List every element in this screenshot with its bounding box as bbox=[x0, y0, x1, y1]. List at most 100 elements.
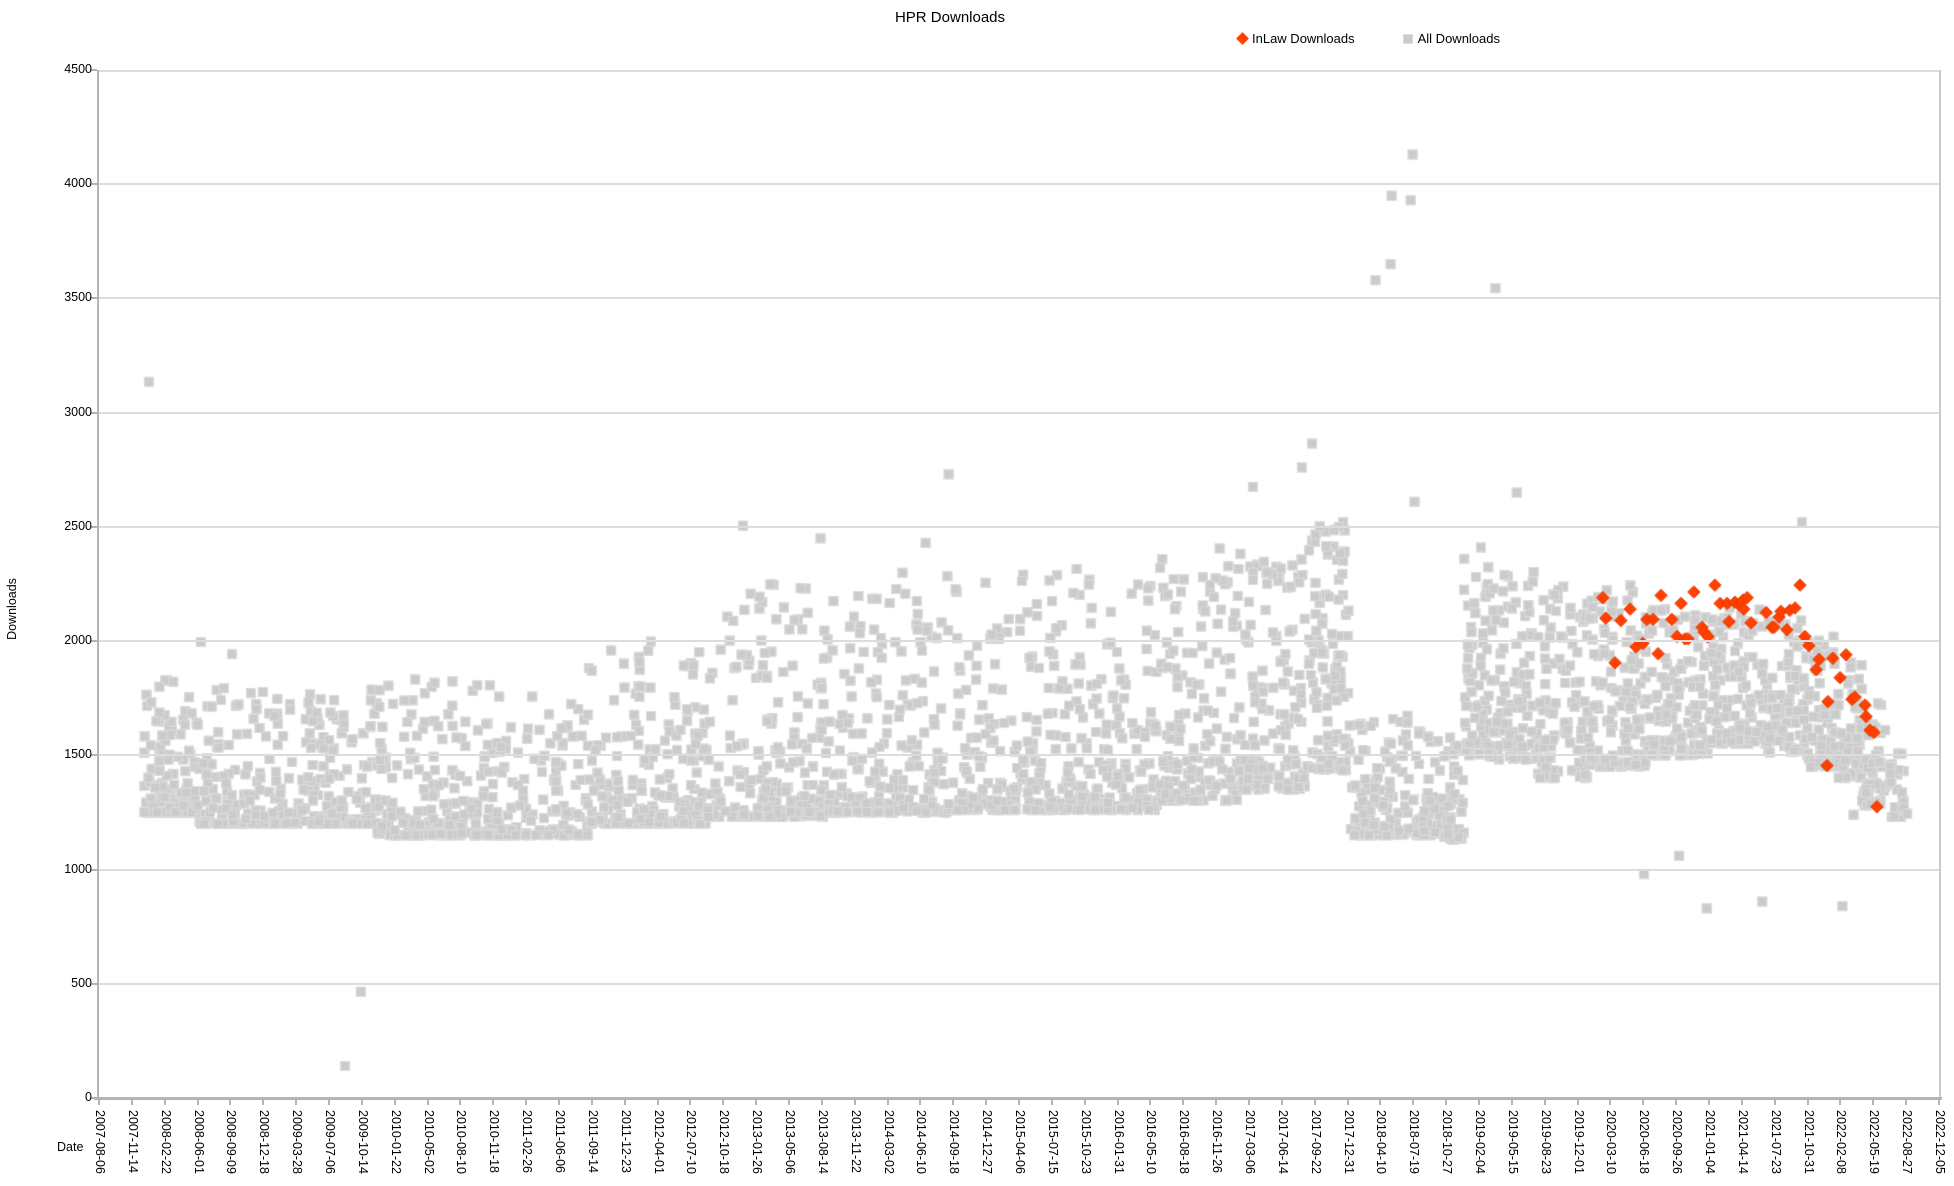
x-tick-mark bbox=[1313, 1099, 1316, 1105]
y-tick-label: 1500 bbox=[64, 747, 92, 762]
y-tick-label: 4500 bbox=[64, 62, 92, 76]
x-tick-label: 2008-09-09 bbox=[224, 1110, 239, 1174]
x-tick-label: 2009-10-14 bbox=[355, 1110, 370, 1174]
x-tick-label: 2018-07-19 bbox=[1407, 1110, 1422, 1174]
x-tick-label: 2009-03-28 bbox=[290, 1110, 305, 1174]
x-tick-label: 2012-10-18 bbox=[717, 1110, 732, 1174]
x-tick-label: 2017-09-22 bbox=[1308, 1110, 1323, 1174]
x-tick-mark bbox=[229, 1099, 232, 1105]
x-tick-mark bbox=[1740, 1099, 1743, 1105]
x-tick-mark bbox=[1478, 1099, 1480, 1105]
x-tick-mark bbox=[459, 1099, 462, 1105]
x-tick-mark bbox=[393, 1099, 396, 1105]
y-gridline bbox=[99, 70, 1939, 72]
x-tick-label: 2019-05-15 bbox=[1505, 1110, 1520, 1174]
legend-item-inlaw: InLaw Downloads bbox=[1236, 31, 1355, 46]
x-tick-label: 2017-06-14 bbox=[1275, 1110, 1290, 1174]
x-tick-mark bbox=[1018, 1099, 1020, 1105]
x-tick-label: 2014-06-10 bbox=[914, 1110, 929, 1174]
y-tick-label: 1000 bbox=[64, 861, 92, 876]
x-tick-label: 2014-12-27 bbox=[980, 1110, 995, 1174]
x-tick-mark bbox=[853, 1099, 856, 1105]
x-tick-mark bbox=[1543, 1099, 1546, 1105]
x-tick-label: 2007-11-14 bbox=[125, 1110, 140, 1174]
x-tick-mark bbox=[952, 1099, 955, 1105]
y-gridline bbox=[99, 982, 1939, 985]
x-tick-label: 2018-10-27 bbox=[1440, 1110, 1455, 1174]
x-tick-mark bbox=[1412, 1099, 1415, 1105]
x-tick-mark bbox=[590, 1099, 593, 1105]
x-tick-mark bbox=[1116, 1099, 1119, 1105]
x-tick-label: 2020-09-26 bbox=[1670, 1110, 1685, 1174]
legend: InLaw Downloads All Downloads bbox=[1236, 31, 1500, 46]
y-tick-mark bbox=[91, 69, 97, 71]
x-tick-label: 2020-06-18 bbox=[1637, 1110, 1652, 1174]
legend-item-all: All Downloads bbox=[1402, 31, 1500, 46]
y-gridline bbox=[99, 183, 1939, 186]
x-tick-mark bbox=[1905, 1099, 1908, 1105]
y-tick-label: 3500 bbox=[64, 290, 92, 305]
x-tick-mark bbox=[1346, 1099, 1349, 1105]
x-tick-mark bbox=[1280, 1099, 1283, 1105]
y-tick-mark bbox=[91, 754, 97, 757]
x-tick-label: 2019-02-04 bbox=[1473, 1110, 1487, 1174]
x-tick-mark bbox=[1872, 1099, 1875, 1105]
x-tick-label: 2015-10-23 bbox=[1078, 1110, 1093, 1174]
x-tick-label: 2012-04-01 bbox=[651, 1110, 666, 1174]
x-tick-mark bbox=[196, 1099, 199, 1105]
x-tick-label: 2018-04-10 bbox=[1374, 1110, 1389, 1174]
plot-area: 0 500 1000 1500 2000 2500 3000 3500 4000 4500 2007… bbox=[64, 62, 1947, 1174]
y-tick-label: 4000 bbox=[64, 176, 92, 191]
x-tick-mark bbox=[492, 1099, 495, 1105]
x-axis-line bbox=[94, 1097, 1942, 1100]
y-tick-mark bbox=[91, 1097, 97, 1099]
diamond-marker-icon bbox=[1236, 32, 1249, 45]
x-tick-label: 2013-11-22 bbox=[848, 1110, 863, 1174]
x-tick-mark bbox=[163, 1099, 166, 1105]
y-tick-mark bbox=[91, 411, 97, 414]
x-tick-label: 2019-12-01 bbox=[1571, 1110, 1586, 1174]
x-tick-label: 2017-03-06 bbox=[1243, 1110, 1257, 1174]
x-tick-label: 2014-09-18 bbox=[947, 1110, 962, 1174]
x-tick-mark bbox=[1182, 1099, 1185, 1105]
x-tick-mark bbox=[1609, 1099, 1612, 1105]
x-tick-label: 2010-08-10 bbox=[454, 1110, 469, 1174]
x-tick-mark bbox=[985, 1099, 988, 1105]
x-tick-label: 2019-08-23 bbox=[1538, 1110, 1553, 1174]
y-gridline bbox=[99, 411, 1939, 414]
x-tick-mark bbox=[1576, 1099, 1579, 1105]
x-tick-label: 2008-06-01 bbox=[191, 1110, 206, 1174]
x-tick-label: 2011-02-26 bbox=[520, 1110, 535, 1174]
x-tick-mark bbox=[1248, 1099, 1250, 1105]
y-tick-mark bbox=[91, 640, 97, 643]
x-tick-label: 2021-10-31 bbox=[1801, 1110, 1816, 1174]
x-tick-mark bbox=[98, 1099, 100, 1105]
x-tick-label: 2010-11-18 bbox=[487, 1110, 502, 1174]
x-tick-mark bbox=[820, 1099, 823, 1105]
x-tick-mark bbox=[1938, 1099, 1940, 1105]
x-tick-label: 2011-12-23 bbox=[618, 1110, 633, 1174]
x-tick-mark bbox=[1379, 1099, 1382, 1105]
x-tick-mark bbox=[623, 1099, 626, 1105]
x-tick-mark bbox=[1708, 1099, 1710, 1105]
x-tick-label: 2013-05-06 bbox=[783, 1110, 797, 1174]
x-tick-mark bbox=[130, 1099, 133, 1105]
legend-label-inlaw: InLaw Downloads bbox=[1252, 31, 1355, 46]
x-tick-label: 2017-12-31 bbox=[1341, 1110, 1356, 1174]
y-tick-mark bbox=[91, 297, 97, 300]
x-tick-label: 2016-08-18 bbox=[1177, 1110, 1192, 1174]
x-tick-label: 2021-04-14 bbox=[1735, 1110, 1750, 1174]
y-tick-label: 0 bbox=[85, 1090, 92, 1104]
x-tick-label: 2022-02-08 bbox=[1834, 1110, 1849, 1174]
x-tick-label: 2016-11-26 bbox=[1210, 1110, 1225, 1174]
y-tick-label: 2000 bbox=[64, 633, 92, 648]
x-tick-mark bbox=[1215, 1099, 1218, 1105]
y-tick-mark bbox=[91, 868, 97, 871]
x-tick-label: 2012-07-10 bbox=[684, 1110, 699, 1174]
x-tick-mark bbox=[689, 1099, 692, 1105]
x-tick-label: 2009-07-06 bbox=[323, 1110, 337, 1174]
x-tick-mark bbox=[1149, 1099, 1152, 1105]
x-tick-mark bbox=[1839, 1099, 1842, 1105]
y-tick-mark bbox=[91, 525, 97, 528]
y-gridline bbox=[99, 868, 1939, 871]
